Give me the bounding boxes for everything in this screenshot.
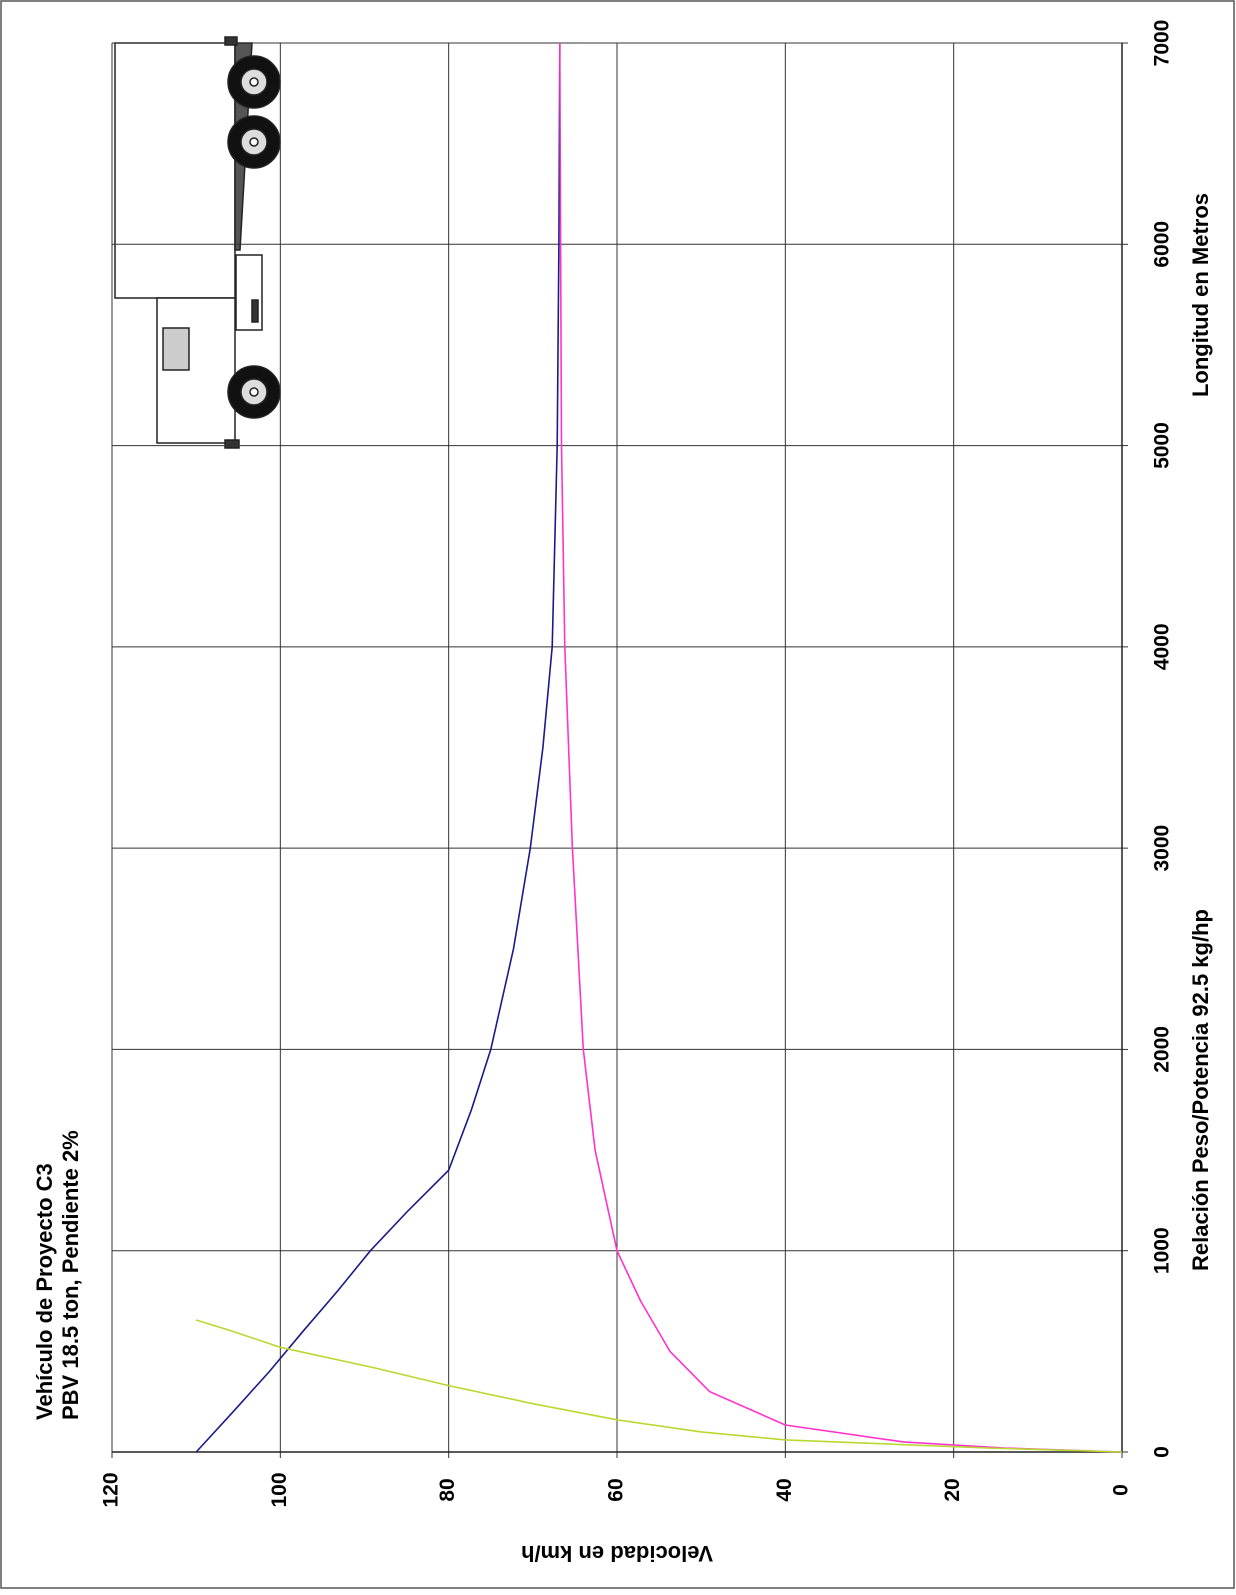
y-axis-label: Velocidad en km/h	[521, 1541, 713, 1566]
chart-subtitle: PBV 18.5 ton, Pendiente 2%	[58, 1130, 83, 1420]
x-axis-label: Longitud en Metros	[1188, 193, 1213, 397]
x-tick-label: 5000	[1151, 422, 1174, 469]
y-tick-label: 0	[1110, 1484, 1133, 1496]
series-line	[559, 42, 1123, 1453]
x-tick-label: 6000	[1151, 221, 1174, 268]
x-tick-label: 7000	[1151, 20, 1174, 67]
x-axis-note: Relación Peso/Potencia 92.5 kg/hp	[1188, 909, 1213, 1271]
y-tick-label: 20	[941, 1478, 964, 1501]
x-tick-label: 0	[1151, 1446, 1174, 1458]
x-tick-label: 2000	[1151, 1026, 1174, 1073]
y-tick-label: 100	[268, 1472, 291, 1507]
chart-title: Vehículo de Proyecto C3	[32, 1163, 57, 1420]
x-tick-label: 1000	[1151, 1227, 1174, 1274]
x-tick-label: 3000	[1151, 825, 1174, 872]
y-tick-label: 120	[100, 1472, 123, 1507]
truck-illustration	[114, 36, 281, 449]
series-line	[195, 1319, 1123, 1453]
x-tick-label: 4000	[1151, 623, 1174, 670]
y-tick-label: 40	[773, 1478, 796, 1501]
y-tick-label: 80	[436, 1478, 459, 1501]
series-line	[195, 42, 561, 1453]
y-tick-label: 60	[605, 1478, 628, 1501]
